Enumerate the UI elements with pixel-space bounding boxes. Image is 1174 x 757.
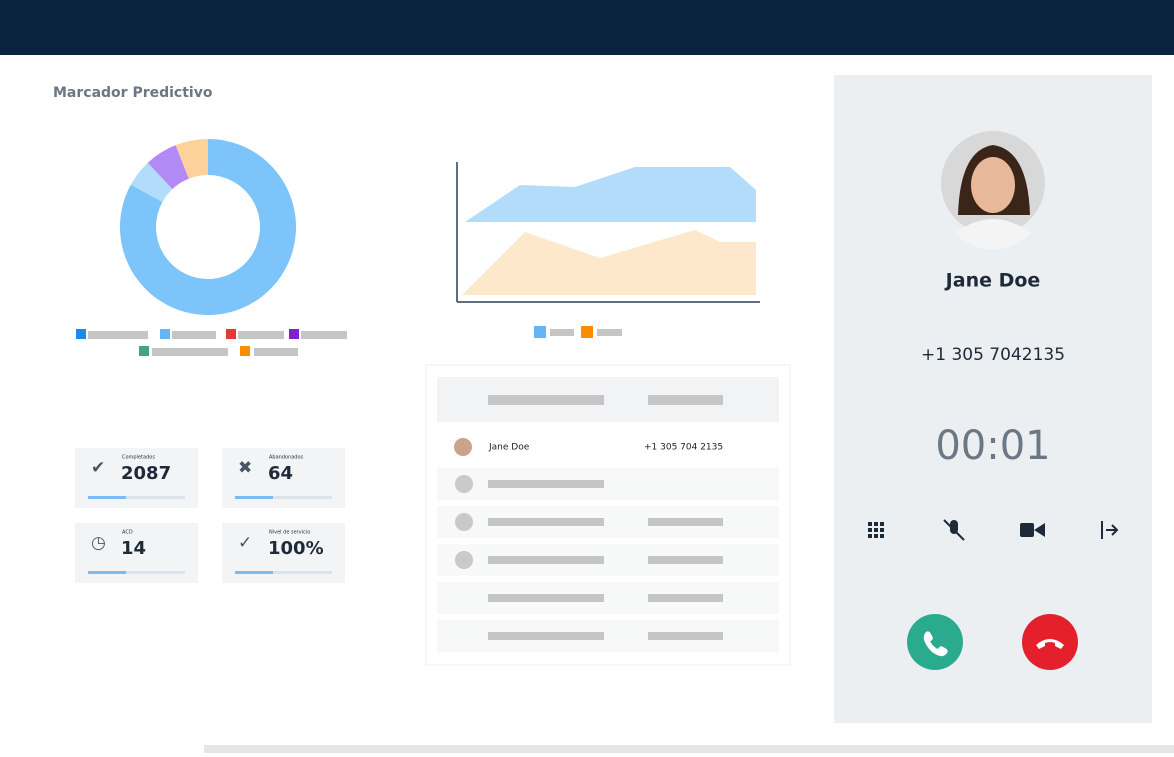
area-chart xyxy=(456,162,760,338)
placeholder xyxy=(488,395,604,405)
stat-icon: ✖ xyxy=(238,458,252,478)
caller-phone: +1 305 7042135 xyxy=(921,345,1065,365)
legend-swatch xyxy=(534,326,546,338)
donut-segment xyxy=(130,162,173,202)
row-name: Jane Doe xyxy=(488,443,530,453)
keypad-icon[interactable] xyxy=(868,522,884,538)
table: Jane Doe +1 305 704 2135 xyxy=(425,364,791,666)
title: Marcador Predictivo xyxy=(53,85,213,101)
donut-legend xyxy=(76,329,347,356)
placeholder xyxy=(172,331,216,339)
legend-swatch xyxy=(160,329,170,339)
caller-name: Jane Doe xyxy=(944,270,1041,292)
stat-label: Abandonados xyxy=(269,455,304,461)
placeholder xyxy=(648,395,723,405)
stat-value: 2087 xyxy=(121,463,171,484)
placeholder xyxy=(254,348,298,356)
progress-track xyxy=(88,496,185,499)
stat-icon: ✓ xyxy=(238,533,252,553)
legend-swatch xyxy=(76,329,86,339)
scrollbar xyxy=(204,745,1174,753)
progress-bar xyxy=(235,496,273,499)
legend-swatch xyxy=(289,329,299,339)
transfer-icon[interactable] xyxy=(1101,521,1119,539)
legend-swatch xyxy=(139,346,149,356)
legend-swatch xyxy=(581,326,593,338)
placeholder xyxy=(238,331,284,339)
stat-icon: ✔ xyxy=(91,458,105,478)
area xyxy=(465,167,756,222)
donut-segment xyxy=(147,145,189,190)
progress-track xyxy=(235,571,332,574)
legend-swatch xyxy=(226,329,236,339)
stat-label: Nivel de servicio xyxy=(269,530,310,536)
stat-value: 14 xyxy=(121,538,146,559)
progress-bar xyxy=(88,496,126,499)
placeholder xyxy=(550,329,574,336)
avatar xyxy=(454,438,472,456)
legend-swatch xyxy=(240,346,250,356)
donut-segment xyxy=(120,139,297,316)
row-phone: +1 305 704 2135 xyxy=(644,443,723,453)
area xyxy=(462,230,756,295)
stat-value: 100% xyxy=(268,538,324,559)
placeholder xyxy=(152,348,228,356)
stat-label: ACD xyxy=(122,530,133,536)
top-bar xyxy=(0,0,1174,55)
call-panel: Jane Doe +1 305 7042135 00:01 xyxy=(834,75,1152,723)
stat-label: Completados xyxy=(122,455,155,461)
placeholder xyxy=(301,331,347,339)
placeholder xyxy=(597,329,622,336)
stats: ✔ Completados 2087 ✖ Abandonados 64 ◷ ACD 14 ✓ Niv… xyxy=(75,448,345,583)
video-icon[interactable] xyxy=(1020,523,1045,537)
answer-button[interactable] xyxy=(907,614,963,670)
placeholder xyxy=(88,331,148,339)
progress-bar xyxy=(235,571,273,574)
donut-chart xyxy=(120,139,297,316)
progress-track xyxy=(88,571,185,574)
stat-icon: ◷ xyxy=(91,533,106,553)
progress-track xyxy=(235,496,332,499)
stat-value: 64 xyxy=(268,463,293,484)
mute-icon[interactable] xyxy=(943,519,965,541)
progress-bar xyxy=(88,571,126,574)
call-timer: 00:01 xyxy=(935,423,1050,469)
donut-segment xyxy=(175,139,208,179)
